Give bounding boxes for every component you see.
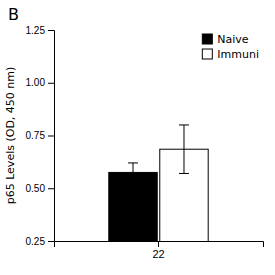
y-axis: 0.25 0.50 0.75 1.00 1.25	[26, 25, 55, 247]
bar	[109, 172, 157, 241]
y-tick-mark	[48, 30, 54, 31]
legend-entry: Naive	[202, 33, 249, 46]
bar-series	[109, 163, 157, 241]
error-bar	[128, 163, 138, 182]
plot: 0.25 0.50 0.75 1.00 1.25 22 Naive Immuni	[26, 25, 264, 275]
y-tick: 0.75	[26, 130, 54, 141]
error-bar-cap	[128, 181, 138, 182]
x-tick-mark	[158, 241, 159, 247]
y-tick-mark	[48, 83, 54, 84]
legend: Naive Immuni	[202, 33, 259, 61]
y-tick-label: 1.00	[26, 77, 46, 88]
x-tick: 22	[152, 241, 164, 260]
y-tick-label: 0.50	[26, 183, 46, 194]
legend-swatch	[202, 49, 212, 59]
y-tick-mark	[48, 241, 54, 242]
y-axis-title: p65 Levels (OD, 450 nm)	[4, 67, 17, 205]
error-bar	[179, 125, 189, 174]
y-tick-mark	[48, 136, 54, 137]
title: B	[8, 5, 19, 24]
y-tick-mark	[48, 188, 54, 189]
legend-label: Immuni	[217, 48, 259, 61]
y-tick-label: 1.25	[26, 25, 46, 36]
x-tick-label: 22	[152, 248, 164, 260]
marks	[109, 125, 208, 241]
legend-entry: Immuni	[202, 48, 259, 61]
error-bar-cap	[179, 173, 189, 174]
chart: 0.25 0.50 0.75 1.00 1.25 22 Naive Immuni p65 Lev…	[0, 0, 275, 275]
error-bar-cap	[128, 162, 138, 163]
x-axis: 22	[55, 241, 264, 260]
y-tick: 0.50	[26, 183, 54, 194]
y-axis-line	[48, 31, 55, 242]
bar-series	[160, 125, 208, 241]
error-bar-stem	[183, 125, 184, 174]
x-axis-line	[55, 242, 264, 248]
error-bar-cap	[179, 124, 189, 125]
legend-label: Naive	[217, 33, 249, 46]
y-tick: 0.25	[26, 236, 54, 247]
y-tick: 1.25	[26, 25, 54, 36]
y-tick-label: 0.75	[26, 130, 46, 141]
error-bar-stem	[133, 163, 134, 182]
y-tick-label: 0.25	[26, 236, 46, 247]
legend-swatch	[202, 34, 212, 44]
y-tick: 1.00	[26, 77, 54, 88]
